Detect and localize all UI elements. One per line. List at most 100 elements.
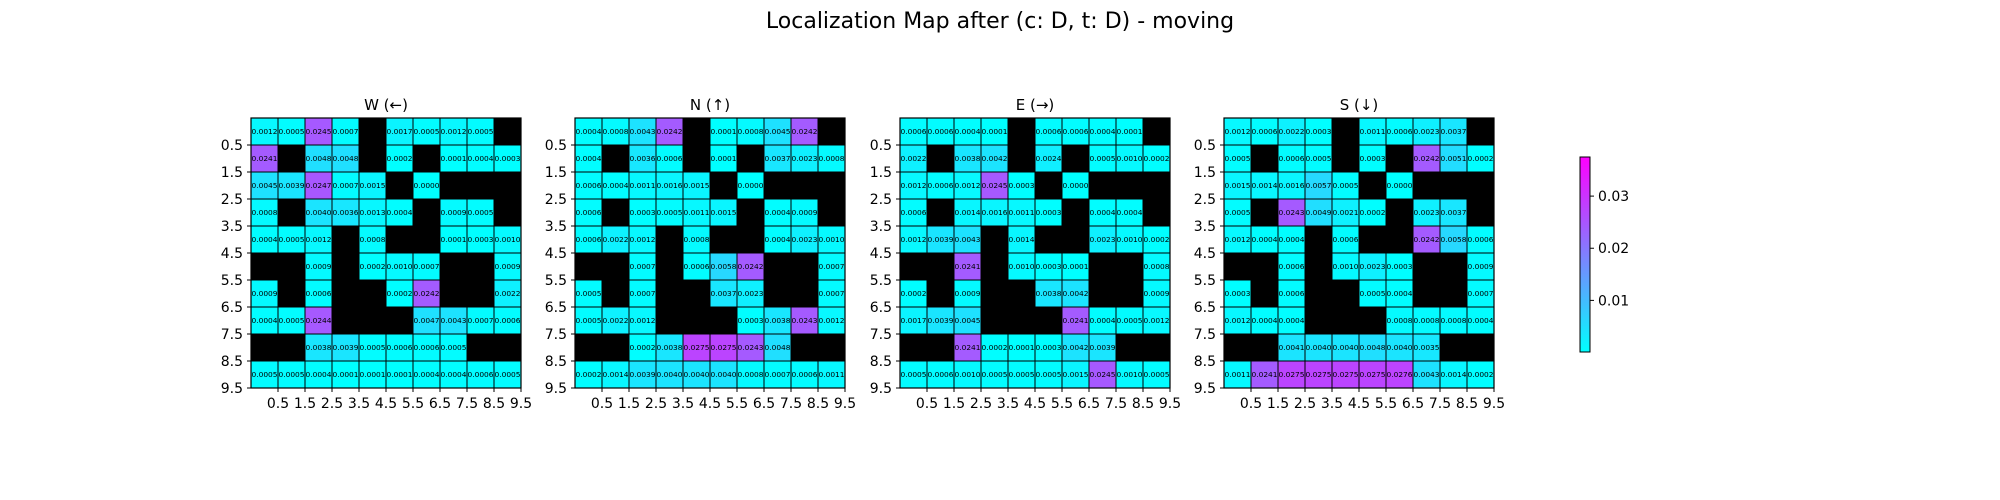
heatmap-cell	[980, 117, 1009, 146]
y-tick-label: 4.5	[870, 246, 892, 262]
wall-cell	[1007, 306, 1036, 335]
cell-value-label: 0.0001	[1009, 343, 1035, 352]
x-tick-label: 9.5	[510, 396, 532, 412]
cell-value-label: 0.0245	[982, 181, 1008, 190]
y-tick-label: 9.5	[545, 381, 567, 397]
cell-value-label: 0.0004	[441, 370, 467, 379]
cell-value-label: 0.0010	[1117, 370, 1143, 379]
wall-cell	[1439, 252, 1468, 281]
colorbar-gradient	[1579, 156, 1591, 353]
wall-cell	[466, 252, 495, 281]
cell-value-label: 0.0004	[765, 208, 791, 217]
wall-cell	[358, 279, 387, 308]
cell-value-label: 0.0006	[1279, 289, 1305, 298]
heatmap-cell	[953, 252, 982, 281]
wall-cell	[980, 252, 1009, 281]
cell-value-label: 0.0241	[955, 262, 981, 271]
cell-value-label: 0.0006	[387, 343, 413, 352]
cell-value-label: 0.0012	[1225, 127, 1251, 136]
cell-value-label: 0.0001	[982, 127, 1008, 136]
y-tick-label: 3.5	[870, 219, 892, 235]
cell-value-label: 0.0243	[738, 343, 764, 352]
heatmap-cell	[1277, 144, 1306, 173]
cell-value-label: 0.0011	[1009, 208, 1035, 217]
heatmap-cell	[331, 333, 360, 362]
cell-value-label: 0.0008	[252, 208, 278, 217]
cell-value-label: 0.0048	[765, 343, 791, 352]
cell-value-label: 0.0005	[468, 208, 494, 217]
wall-cell	[1412, 252, 1441, 281]
cell-value-label: 0.0040	[1333, 343, 1359, 352]
cell-value-label: 0.0042	[1063, 343, 1089, 352]
cell-value-label: 0.0241	[1063, 316, 1089, 325]
wall-cell	[439, 279, 468, 308]
cell-value-label: 0.0037	[1441, 127, 1467, 136]
cell-value-label: 0.0005	[1360, 289, 1386, 298]
cell-value-label: 0.0242	[414, 289, 440, 298]
heatmap-cell	[304, 360, 333, 389]
wall-cell	[763, 171, 792, 200]
cell-value-label: 0.0010	[495, 235, 521, 244]
y-tick-label: 4.5	[221, 246, 243, 262]
wall-cell	[1331, 144, 1360, 173]
panel-frame	[1223, 117, 1495, 389]
cell-value-label: 0.0004	[1090, 127, 1116, 136]
cell-value-label: 0.0043	[1414, 370, 1440, 379]
wall-cell	[466, 171, 495, 200]
heatmap-panel: W (←)0.0012 0.0005 0.0245 0.0007 0.0017 0.000…	[221, 96, 532, 412]
heatmap-cell	[304, 144, 333, 173]
cell-value-label: 0.0043	[955, 235, 981, 244]
y-tick-label: 4.5	[1194, 246, 1216, 262]
cell-value-label: 0.0006	[1036, 127, 1062, 136]
cell-value-label: 0.0006	[1279, 154, 1305, 163]
heatmap-cell	[277, 171, 306, 200]
cell-value-label: 0.0001	[333, 370, 359, 379]
cell-value-label: 0.0006	[684, 262, 710, 271]
wall-cell	[736, 198, 765, 227]
cell-value-label: 0.0036	[630, 154, 656, 163]
heatmap-cell	[331, 171, 360, 200]
wall-cell	[601, 144, 630, 173]
y-tick-label: 8.5	[870, 354, 892, 370]
cell-value-label: 0.0006	[576, 235, 602, 244]
cell-value-label: 0.0001	[711, 154, 737, 163]
heatmap-cell	[304, 333, 333, 362]
cell-value-label: 0.0275	[1333, 370, 1359, 379]
cell-value-label: 0.0040	[657, 370, 683, 379]
x-tick-label: 5.5	[1051, 396, 1073, 412]
heatmap-cell	[1385, 333, 1414, 362]
cell-value-label: 0.0004	[414, 370, 440, 379]
cell-value-label: 0.0003	[468, 235, 494, 244]
x-tick-label: 8.5	[1456, 396, 1478, 412]
cell-value-label: 0.0004	[306, 370, 332, 379]
wall-cell	[277, 144, 306, 173]
cell-value-label: 0.0005	[1090, 154, 1116, 163]
wall-cell	[1304, 252, 1333, 281]
heatmap-cell	[439, 306, 468, 335]
wall-cell	[412, 144, 441, 173]
cell-value-label: 0.0003	[495, 154, 521, 163]
heatmap-cell	[980, 333, 1009, 362]
cell-value-label: 0.0003	[1225, 289, 1251, 298]
wall-cell	[682, 144, 711, 173]
heatmap-cell	[926, 306, 955, 335]
cell-value-label: 0.0001	[441, 154, 467, 163]
x-tick-label: 6.5	[429, 396, 451, 412]
heatmap-cell	[439, 198, 468, 227]
x-tick-label: 6.5	[1078, 396, 1100, 412]
x-tick-label: 4.5	[1024, 396, 1046, 412]
heatmap-cell	[574, 225, 603, 254]
heatmap-cell	[1034, 333, 1063, 362]
cell-value-label: 0.0003	[1306, 127, 1332, 136]
wall-cell	[358, 117, 387, 146]
cell-value-label: 0.0007	[630, 289, 656, 298]
wall-cell	[1439, 279, 1468, 308]
y-tick-label: 6.5	[870, 300, 892, 316]
wall-cell	[980, 279, 1009, 308]
heatmap-cell	[899, 171, 928, 200]
heatmap-cell	[628, 360, 657, 389]
heatmap-cell	[1115, 306, 1144, 335]
wall-cell	[790, 333, 819, 362]
wall-cell	[1007, 117, 1036, 146]
cell-value-label: 0.0004	[1468, 316, 1494, 325]
